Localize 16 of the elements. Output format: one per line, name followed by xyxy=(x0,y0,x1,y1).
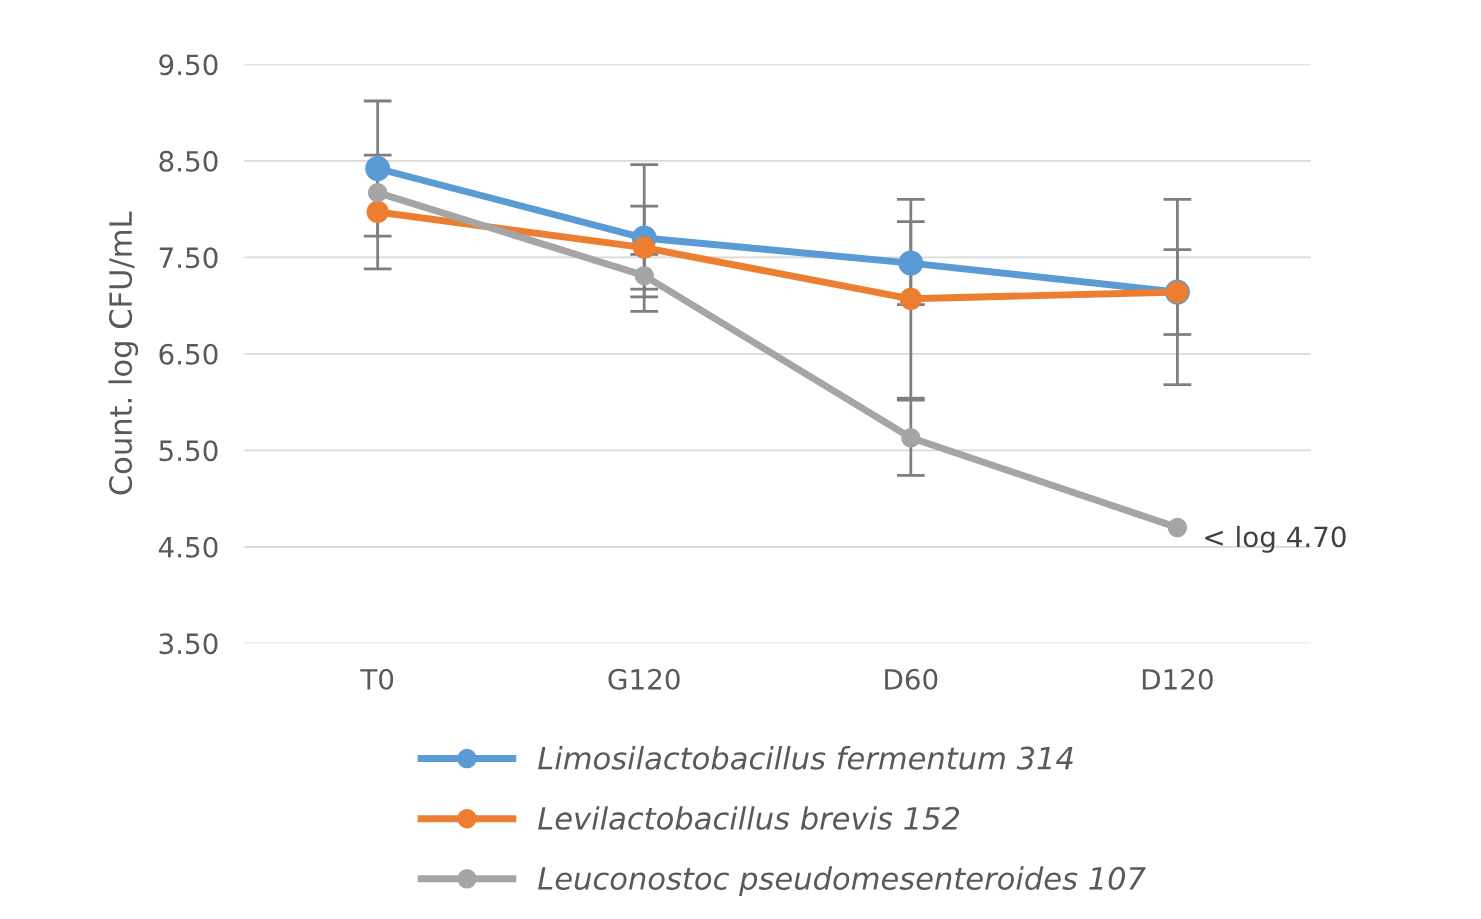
annotation: < log 4.70 xyxy=(1205,525,1346,553)
y-tick-label: 8.50 xyxy=(159,150,218,172)
y-tick-label: 6.50 xyxy=(159,343,218,365)
y-tick-label: 9.50 xyxy=(159,54,218,76)
x-tick-label: G120 xyxy=(608,668,680,690)
legend-label: Leuconostoc pseudomesenteroides 107 xyxy=(538,866,1146,896)
x-tick-label: T0 xyxy=(360,668,394,690)
y-tick-label: 7.50 xyxy=(159,247,218,269)
x-tick-label: D120 xyxy=(1142,668,1213,690)
x-tick-label: D60 xyxy=(885,668,938,690)
y-tick-label: 5.50 xyxy=(159,440,218,462)
legend-label: Levilactobacillus brevis 152 xyxy=(538,806,960,830)
y-tick-label: 3.50 xyxy=(159,633,218,655)
legend-label: Limosilactobacillus fermentum 314 xyxy=(538,746,1073,770)
y-tick-label: 4.50 xyxy=(158,536,218,558)
y-axis-title: Count. log CFU/mL xyxy=(108,211,139,495)
